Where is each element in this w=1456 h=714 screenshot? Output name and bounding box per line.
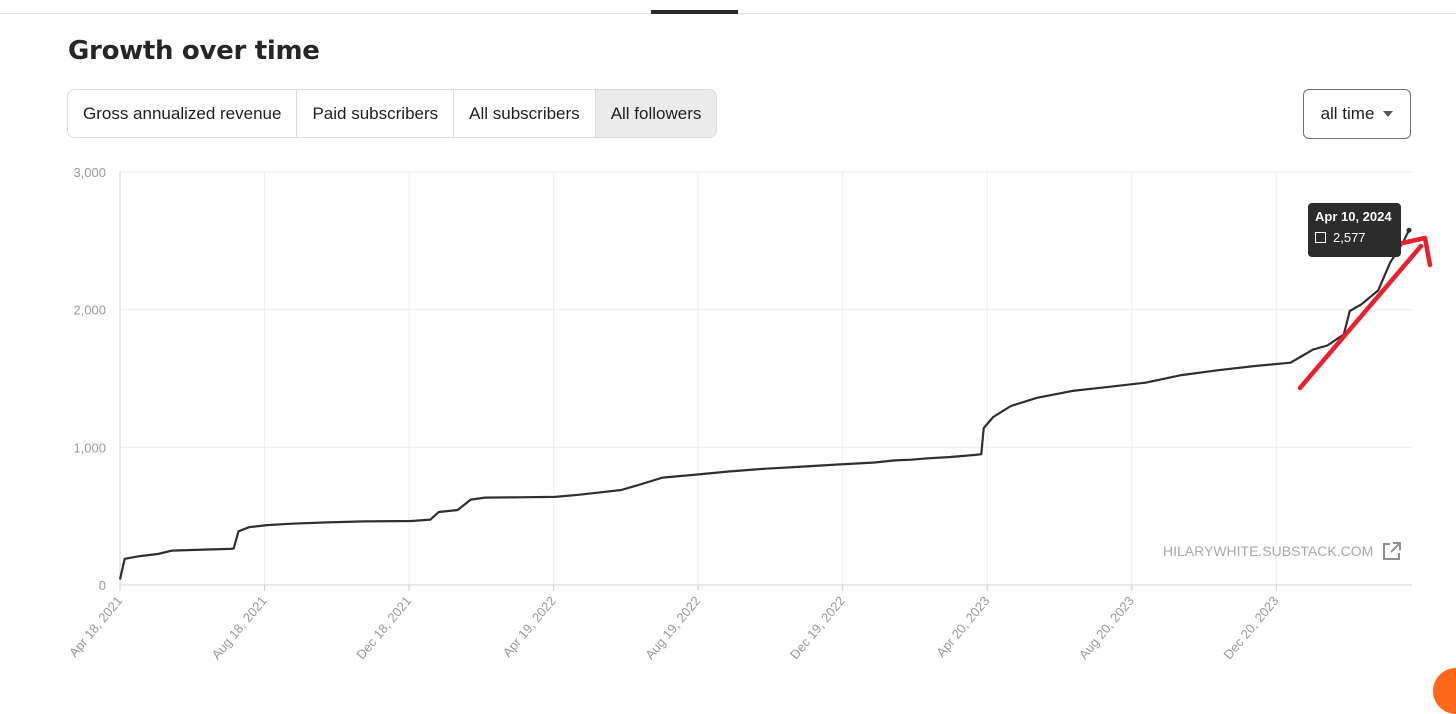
active-tab-indicator <box>651 10 738 14</box>
time-range-value: all time <box>1320 104 1375 123</box>
chart-tooltip: Apr 10, 2024 2,577 <box>1308 203 1401 257</box>
x-tick-label: Apr 19, 2022 <box>500 593 559 660</box>
x-tick-label: Dec 20, 2023 <box>1220 593 1281 662</box>
page-title: Growth over time <box>68 36 320 66</box>
external-link-icon <box>1383 542 1402 560</box>
x-tick-label: Dec 19, 2022 <box>787 593 848 662</box>
tooltip-value: 2,577 <box>1333 230 1366 245</box>
tab-all-followers[interactable]: All followers <box>595 90 717 137</box>
growth-chart: 0 1,000 2,000 3,000 Apr 18, 2021 Aug 18, 2021… <box>66 165 1433 662</box>
metric-tab-group: Gross annualized revenue Paid subscriber… <box>67 89 718 138</box>
tab-paid-subscribers[interactable]: Paid subscribers <box>297 90 455 137</box>
substack-link[interactable]: HILARYWHITE.SUBSTACK.COM <box>1163 540 1403 562</box>
tab-gross-annualized-revenue[interactable]: Gross annualized revenue <box>68 90 298 137</box>
tooltip-value-row: 2,577 <box>1315 230 1394 245</box>
x-tick-label: Aug 18, 2021 <box>209 593 270 662</box>
y-tick-label: 1,000 <box>73 440 106 455</box>
x-tick-label: Apr 18, 2021 <box>66 593 125 660</box>
y-tick-label: 0 <box>99 578 106 593</box>
series-swatch-icon <box>1315 232 1326 243</box>
x-tick-label: Aug 19, 2022 <box>642 593 703 662</box>
y-tick-label: 3,000 <box>73 165 106 180</box>
chart-axes <box>119 172 1412 591</box>
x-tick-label: Apr 20, 2023 <box>933 593 992 660</box>
tooltip-date: Apr 10, 2024 <box>1315 209 1392 224</box>
tab-all-subscribers[interactable]: All subscribers <box>454 90 596 137</box>
chart-series <box>118 227 1412 580</box>
time-range-select[interactable]: all time <box>1303 89 1411 139</box>
followers-series-line <box>118 229 1410 580</box>
arrow-head <box>1395 235 1433 268</box>
annotation-arrow <box>1297 235 1433 391</box>
caret-down-icon <box>1383 111 1394 117</box>
chart-grid <box>119 171 1412 585</box>
chart-tick-labels: 0 1,000 2,000 3,000 Apr 18, 2021 Aug 18, 2021… <box>66 165 1282 662</box>
x-tick-label: Dec 18, 2021 <box>353 593 414 662</box>
arrow-shaft <box>1297 243 1424 391</box>
hover-point <box>1406 227 1412 233</box>
substack-link-label: HILARYWHITE.SUBSTACK.COM <box>1163 543 1374 559</box>
x-tick-label: Aug 20, 2023 <box>1076 593 1137 662</box>
y-tick-label: 2,000 <box>73 303 106 318</box>
